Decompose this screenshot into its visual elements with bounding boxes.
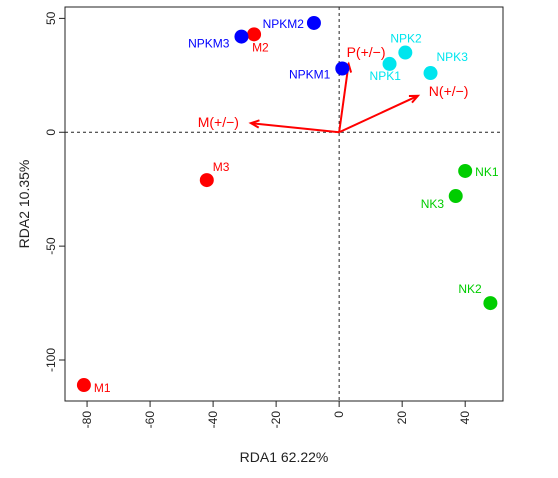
arrow-label: P(+/−) (347, 44, 386, 60)
plot-frame (64, 6, 504, 402)
y-axis: -100 -50 0 50 (44, 11, 65, 372)
point-label: NPK3 (437, 50, 469, 64)
point-npkm3 (234, 29, 249, 44)
arrow-shaft (338, 63, 350, 133)
arrow-head (248, 119, 260, 129)
point-nk3 (448, 189, 463, 204)
arrow-label: M(+/−) (198, 114, 239, 130)
arrow-shaft (250, 122, 340, 134)
point-m1 (76, 378, 91, 393)
point-npkm1 (335, 61, 350, 76)
point-label: NPK2 (390, 32, 422, 46)
point-npk2 (398, 45, 413, 60)
x-axis-title: RDA1 62.22% (240, 449, 329, 465)
point-npkm2 (306, 15, 321, 30)
arrow-shaft (338, 94, 419, 134)
x-tick-label: 40 (458, 411, 472, 425)
reference-lines (65, 7, 503, 401)
arrow-label: N(+/−) (429, 83, 469, 99)
constraint-arrows: P(+/−) N(+/−) M(+/−) (198, 44, 469, 134)
point-label: M1 (94, 381, 111, 395)
y-tick-label: 50 (44, 11, 58, 25)
x-axis: -80 -60 -40 -20 0 20 40 (80, 401, 472, 428)
point-label: NPKM1 (289, 67, 331, 81)
y-tick-label: -50 (44, 237, 58, 255)
arrow-head (408, 94, 421, 104)
x-tick-label: 20 (395, 411, 409, 425)
point-label: M3 (213, 160, 230, 174)
point-m3 (199, 173, 214, 188)
point-label: NK1 (475, 165, 499, 179)
point-label: NPKM3 (188, 37, 230, 51)
point-npk3 (423, 66, 438, 81)
point-m2 (247, 27, 262, 42)
x-tick-label: 0 (332, 411, 346, 418)
point-label: NPKM2 (263, 17, 305, 31)
point-label: NK2 (458, 282, 482, 296)
y-tick-label: -100 (44, 348, 58, 372)
y-tick-label: 0 (44, 129, 58, 136)
x-tick-label: -60 (143, 411, 157, 429)
sample-points: M1 M2 M3 NPKM1 NPKM2 NPKM3 NPK1 NPK2 NPK3 NK1 NK2 N… (76, 15, 499, 395)
point-label: NK3 (421, 197, 445, 211)
x-tick-label: -20 (269, 411, 283, 429)
point-label: NPK1 (370, 69, 402, 83)
x-tick-label: -40 (206, 411, 220, 429)
point-nk1 (458, 163, 473, 178)
x-tick-label: -80 (80, 411, 94, 429)
point-npk1 (382, 56, 397, 71)
point-nk2 (483, 296, 498, 311)
point-label: M2 (252, 40, 269, 54)
y-axis-title: RDA2 10.35% (16, 160, 32, 249)
